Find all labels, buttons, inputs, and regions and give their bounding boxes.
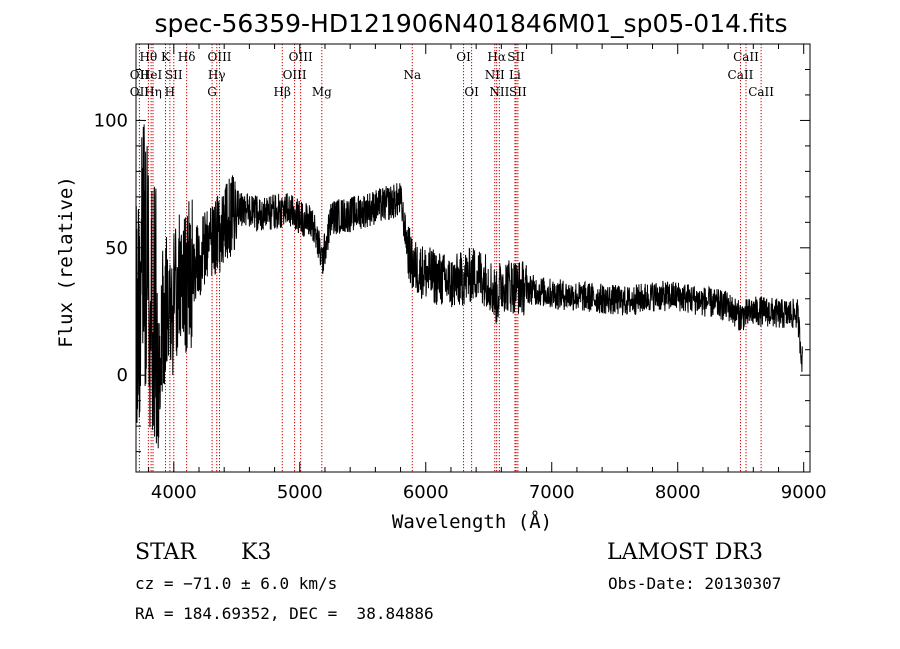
spectral-line-label: HeI	[140, 68, 163, 82]
spectral-line-label: OIII	[207, 50, 231, 64]
spectral-line-label: CaII	[748, 85, 774, 99]
spectral-line-label: NII	[489, 85, 509, 99]
x-tick-label: 4000	[151, 482, 197, 503]
spectral-line-label: OIII	[289, 50, 313, 64]
object-class: STAR	[135, 540, 196, 565]
spectral-line-label: OIII	[283, 68, 307, 82]
x-tick-label: 6000	[403, 482, 449, 503]
spectral-line-label: Hθ	[139, 50, 157, 64]
spectral-line-label: CaII	[733, 50, 759, 64]
observation-date: Obs-Date: 20130307	[608, 574, 782, 593]
y-axis-label: Flux (relative)	[55, 176, 77, 348]
spectral-line-label: CaII	[728, 68, 754, 82]
y-axis: 0 50 100	[94, 43, 810, 453]
spectral-line-markers: OII OII Hθ HeI Hη K SII H Hδ OIII Hγ G Hβ OIII OIII Mg N…	[130, 44, 774, 472]
spectral-line-label: SII	[509, 85, 527, 99]
spectral-line-label: G	[207, 85, 217, 99]
redshift-cz: cz = −71.0 ± 6.0 km/s	[135, 574, 338, 593]
x-tick-label: 5000	[277, 482, 323, 503]
x-tick-label: 7000	[529, 482, 575, 503]
x-axis: 4000 5000 6000 7000 8000 9000	[148, 44, 827, 503]
coordinates: RA = 184.69352, DEC = 38.84886	[135, 604, 434, 623]
y-tick-label: 100	[94, 110, 128, 131]
spectral-line-label: Na	[403, 68, 421, 82]
y-tick-label: 0	[117, 365, 128, 386]
spectral-line-label: K	[161, 50, 171, 64]
plot-frame	[135, 43, 811, 473]
spectral-line-label: H	[165, 85, 175, 99]
spectral-line-label: OI	[464, 85, 479, 99]
x-tick-label: 8000	[655, 482, 701, 503]
spectral-line-label: OI	[456, 50, 471, 64]
spectral-line-label: Mg	[312, 85, 332, 99]
object-subclass: K3	[241, 540, 272, 565]
spectral-line-label: SII	[165, 68, 183, 82]
spectral-line-label: OII	[130, 85, 150, 99]
spectral-line-label: Hδ	[178, 50, 196, 64]
spectral-line-label: Li	[509, 68, 521, 82]
spectral-line-label: OII	[130, 68, 150, 82]
x-axis-label: Wavelength (Å)	[392, 510, 552, 533]
spectral-line-label: SII	[507, 50, 525, 64]
spectral-line-label: Hα	[487, 50, 506, 64]
spectral-line-label: NII	[485, 68, 505, 82]
x-tick-label: 9000	[781, 482, 827, 503]
spectral-line-label: Hη	[144, 85, 162, 99]
spectral-line-label: Hγ	[208, 68, 226, 82]
survey-name: LAMOST DR3	[607, 540, 763, 565]
y-tick-label: 50	[105, 238, 128, 259]
spectrum-line	[135, 124, 803, 449]
chart-title: spec-56359-HD121906N401846M01_sp05-014.f…	[154, 9, 787, 38]
spectral-line-label: Hβ	[274, 85, 291, 99]
